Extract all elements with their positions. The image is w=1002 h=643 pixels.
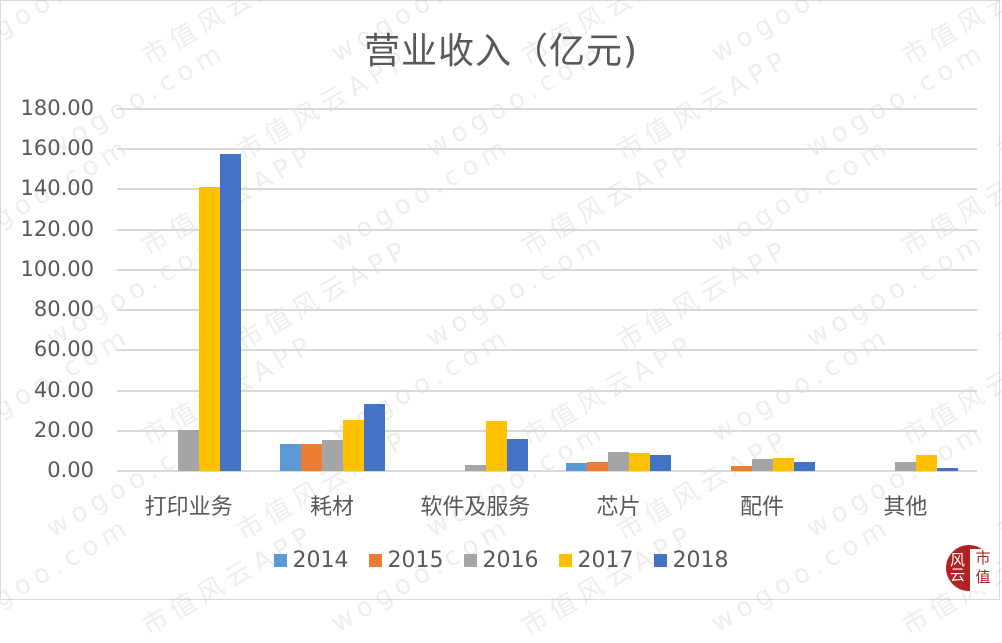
legend-label: 2018 (672, 548, 729, 573)
y-tick-label: 160.00 (20, 136, 94, 161)
logo-text-left: 风云 (950, 551, 966, 584)
bar-2016 (464, 464, 486, 471)
x-category-label: 耗材 (309, 495, 354, 520)
legend-swatch-icon (558, 554, 572, 567)
chart-frame (0, 0, 1000, 600)
bar-2016 (894, 461, 916, 471)
legend-label: 2014 (292, 548, 349, 573)
y-tick-label: 60.00 (33, 337, 94, 362)
legend-item: 2017 (558, 548, 634, 573)
y-tick-label: 20.00 (33, 417, 94, 442)
y-tick-label: 80.00 (33, 297, 94, 322)
bar-2017 (915, 454, 937, 471)
legend-swatch-icon (273, 554, 287, 567)
gridline (117, 108, 977, 110)
x-category-label: 配件 (739, 495, 784, 520)
gridline (117, 470, 977, 472)
gridline (117, 148, 977, 151)
x-category-label: 其他 (883, 495, 928, 520)
legend-item: 2015 (368, 548, 444, 573)
x-category-label: 芯片 (596, 495, 641, 520)
legend-label: 2017 (577, 548, 634, 573)
legend-swatch-icon (368, 554, 382, 567)
gridline (117, 228, 977, 231)
legend-item: 2014 (273, 548, 349, 573)
bar-2018 (650, 454, 672, 471)
y-tick-label: 100.00 (20, 256, 94, 281)
y-tick-label: 40.00 (33, 377, 94, 402)
gridline (117, 268, 977, 271)
bar-2015 (300, 444, 322, 471)
brand-logo: 风云 市值 (946, 545, 998, 595)
bar-2017 (485, 421, 507, 471)
bar-2018 (220, 154, 242, 471)
gridline (117, 349, 977, 352)
y-tick-label: 120.00 (20, 216, 94, 241)
bar-2016 (321, 440, 343, 471)
x-category-label: 软件及服务 (420, 495, 531, 520)
gridline (117, 309, 977, 312)
bar-2017 (772, 457, 794, 471)
bar-2016 (178, 429, 200, 471)
legend-item: 2018 (653, 548, 729, 573)
bar-2015 (730, 465, 752, 471)
legend-label: 2016 (482, 548, 539, 573)
bar-2018 (793, 461, 815, 471)
legend-swatch-icon (463, 554, 477, 567)
bar-2017 (629, 453, 651, 471)
gridline (117, 429, 977, 432)
chart-title: 营业收入（亿元) (363, 31, 639, 72)
bar-2014 (279, 444, 301, 471)
y-tick-label: 140.00 (20, 176, 94, 201)
bar-2015 (587, 461, 609, 471)
legend: 2014 2015 2016 2017 2018 (0, 548, 1002, 573)
y-tick-label: 0.00 (47, 458, 94, 482)
gridline (117, 188, 977, 191)
y-tick-label: 180.00 (20, 96, 94, 120)
gridline (117, 389, 977, 392)
bar-2014 (566, 462, 588, 471)
logo-text-right: 市值 (970, 549, 996, 591)
bar-2018 (363, 404, 385, 471)
bar-2017 (199, 187, 221, 471)
x-category-label: 打印业务 (144, 495, 233, 520)
bar-2018 (936, 467, 958, 471)
legend-item: 2016 (463, 548, 539, 573)
bar-2016 (608, 452, 630, 471)
bar-2017 (342, 420, 364, 471)
bar-2016 (751, 458, 773, 471)
legend-label: 2015 (387, 548, 444, 573)
bar-2018 (506, 438, 528, 471)
legend-swatch-icon (653, 554, 667, 567)
